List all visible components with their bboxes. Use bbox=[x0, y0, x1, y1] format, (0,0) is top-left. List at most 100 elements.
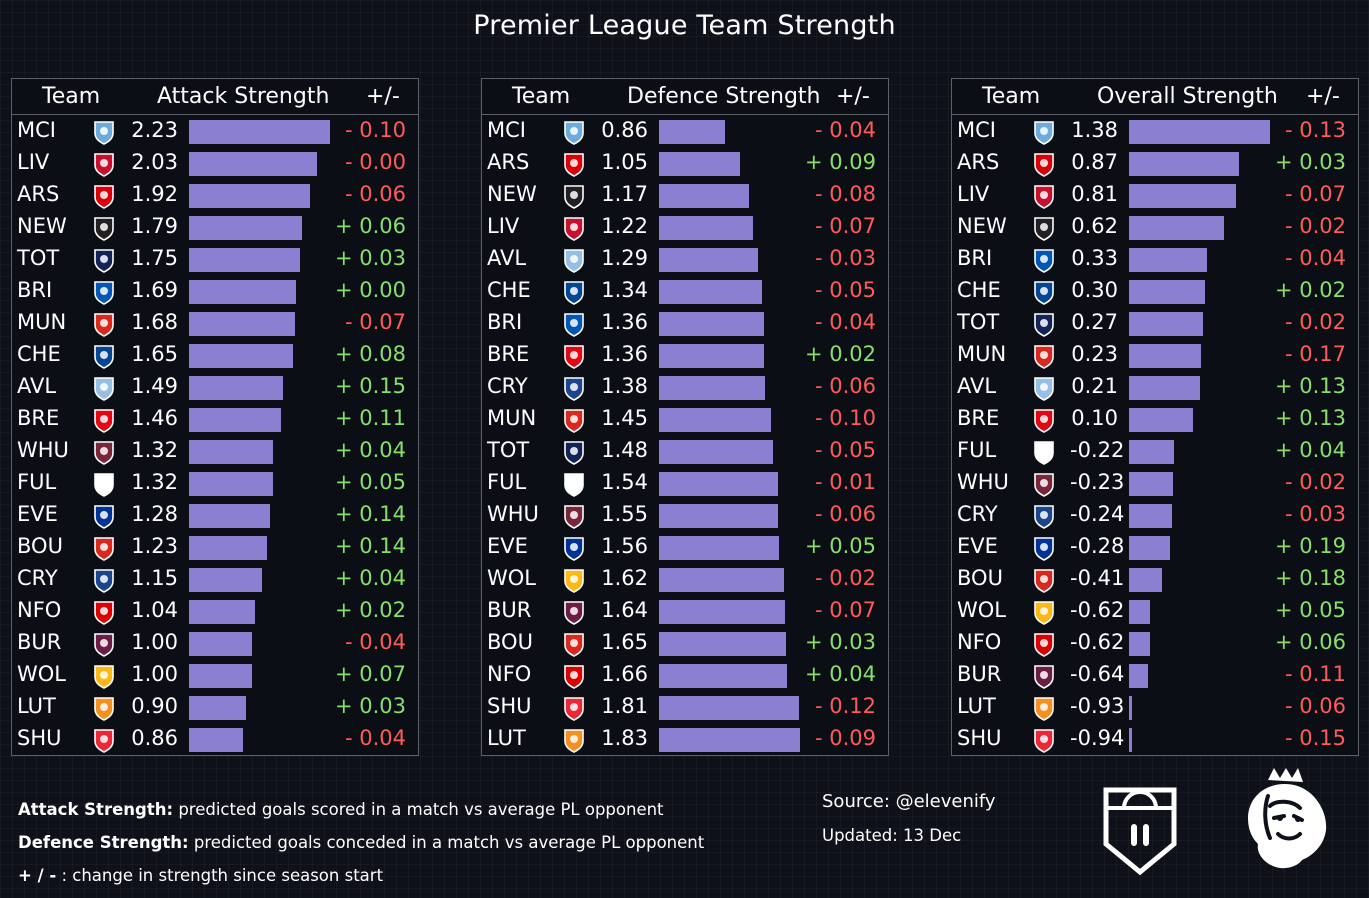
panel-header: Team Overall Strength +/- bbox=[952, 79, 1358, 115]
strength-change: + 0.11 bbox=[334, 406, 406, 430]
strength-value: 1.83 bbox=[601, 726, 648, 750]
strength-bar bbox=[189, 440, 273, 464]
team-code: WOL bbox=[957, 598, 1006, 622]
team-code: BUR bbox=[957, 662, 1002, 686]
strength-bar bbox=[1129, 376, 1200, 400]
team-code: AVL bbox=[17, 374, 57, 398]
strength-bar bbox=[1129, 568, 1163, 592]
strength-bar bbox=[1129, 248, 1207, 272]
table-row: WOL 1.62 - 0.02 bbox=[482, 564, 888, 596]
team-code: ARS bbox=[487, 150, 530, 174]
strength-value: 1.36 bbox=[601, 342, 648, 366]
team-code: BUR bbox=[17, 630, 62, 654]
strength-change: + 0.04 bbox=[804, 662, 876, 686]
team-code: ARS bbox=[957, 150, 1000, 174]
strength-change: + 0.06 bbox=[334, 214, 406, 238]
header-change: +/- bbox=[836, 84, 870, 109]
table-row: MUN 1.45 - 0.10 bbox=[482, 404, 888, 436]
strength-bar bbox=[189, 248, 300, 272]
strength-value: 1.65 bbox=[131, 342, 178, 366]
team-badge-icon bbox=[1034, 345, 1054, 369]
header-metric: Attack Strength bbox=[157, 84, 330, 109]
strength-bar bbox=[189, 664, 253, 688]
team-badge-icon bbox=[564, 249, 584, 273]
team-code: LIV bbox=[17, 150, 50, 174]
team-badge-icon bbox=[564, 377, 584, 401]
strength-bar bbox=[189, 504, 270, 528]
strength-change: - 0.05 bbox=[814, 438, 876, 462]
team-code: MUN bbox=[957, 342, 1007, 366]
strength-bar bbox=[189, 280, 296, 304]
strength-change: - 0.07 bbox=[814, 598, 876, 622]
team-code: FUL bbox=[957, 438, 997, 462]
strength-value: 1.29 bbox=[601, 246, 648, 270]
team-code: NEW bbox=[17, 214, 67, 238]
team-badge-icon bbox=[1034, 697, 1054, 721]
strength-bar bbox=[1129, 600, 1150, 624]
strength-bar bbox=[659, 472, 778, 496]
strength-change: - 0.00 bbox=[344, 150, 406, 174]
table-row: BRI 0.33 - 0.04 bbox=[952, 244, 1358, 276]
team-code: CHE bbox=[957, 278, 1001, 302]
team-badge-icon bbox=[1034, 281, 1054, 305]
note-change: + / - : change in strength since season … bbox=[18, 859, 704, 892]
strength-change: - 0.10 bbox=[814, 406, 876, 430]
team-code: LUT bbox=[17, 694, 56, 718]
team-badge-icon bbox=[94, 569, 114, 593]
team-badge-icon bbox=[564, 121, 584, 145]
table-row: EVE -0.28 + 0.19 bbox=[952, 532, 1358, 564]
chart-title: Premier League Team Strength bbox=[473, 10, 896, 41]
strength-value: -0.41 bbox=[1070, 566, 1125, 590]
team-badge-icon bbox=[94, 665, 114, 689]
strength-bar bbox=[1129, 440, 1174, 464]
strength-bar bbox=[189, 152, 318, 176]
premier-league-lion-logo bbox=[1248, 768, 1327, 869]
note-defence-label: Defence Strength: bbox=[18, 833, 189, 852]
strength-value: -0.24 bbox=[1070, 502, 1125, 526]
strength-value: 1.22 bbox=[601, 214, 648, 238]
note-attack-text: predicted goals scored in a match vs ave… bbox=[173, 800, 664, 819]
table-row: CRY 1.38 - 0.06 bbox=[482, 372, 888, 404]
team-badge-icon bbox=[94, 633, 114, 657]
strength-change: + 0.14 bbox=[334, 502, 406, 526]
strength-change: + 0.04 bbox=[334, 566, 406, 590]
strength-change: + 0.15 bbox=[334, 374, 406, 398]
strength-value: 0.21 bbox=[1071, 374, 1118, 398]
team-badge-icon bbox=[94, 537, 114, 561]
strength-change: + 0.04 bbox=[1274, 438, 1346, 462]
strength-change: + 0.02 bbox=[804, 342, 876, 366]
team-badge-icon bbox=[94, 729, 114, 753]
team-code: BRI bbox=[17, 278, 53, 302]
strength-panel: Team Overall Strength +/- MCI 1.38 - 0.13 ARS 0… bbox=[951, 78, 1359, 756]
strength-bar bbox=[189, 600, 255, 624]
strength-change: - 0.07 bbox=[344, 310, 406, 334]
team-badge-icon bbox=[564, 569, 584, 593]
team-badge-icon bbox=[1034, 313, 1054, 337]
strength-bar bbox=[659, 536, 780, 560]
team-badge-icon bbox=[1034, 633, 1054, 657]
strength-bar bbox=[1129, 696, 1132, 720]
table-row: BRE 0.10 + 0.13 bbox=[952, 404, 1358, 436]
team-code: CRY bbox=[17, 566, 58, 590]
table-row: MCI 1.38 - 0.13 bbox=[952, 116, 1358, 148]
strength-change: + 0.02 bbox=[334, 598, 406, 622]
team-badge-icon bbox=[564, 153, 584, 177]
strength-panel: Team Defence Strength +/- MCI 0.86 - 0.04 ARS 1… bbox=[481, 78, 889, 756]
table-row: LUT 1.83 - 0.09 bbox=[482, 724, 888, 756]
note-defence-text: predicted goals conceded in a match vs a… bbox=[188, 833, 705, 852]
team-badge-icon bbox=[564, 185, 584, 209]
table-row: BOU -0.41 + 0.18 bbox=[952, 564, 1358, 596]
strength-bar bbox=[189, 408, 282, 432]
table-row: BRE 1.46 + 0.11 bbox=[12, 404, 418, 436]
team-badge-icon bbox=[94, 377, 114, 401]
strength-bar bbox=[1129, 280, 1205, 304]
strength-change: + 0.00 bbox=[334, 278, 406, 302]
strength-change: + 0.04 bbox=[334, 438, 406, 462]
team-code: AVL bbox=[487, 246, 527, 270]
team-code: LIV bbox=[957, 182, 990, 206]
strength-value: 1.68 bbox=[131, 310, 178, 334]
strength-change: - 0.04 bbox=[344, 630, 406, 654]
strength-change: - 0.10 bbox=[344, 118, 406, 142]
strength-bar bbox=[189, 184, 311, 208]
table-row: WOL -0.62 + 0.05 bbox=[952, 596, 1358, 628]
